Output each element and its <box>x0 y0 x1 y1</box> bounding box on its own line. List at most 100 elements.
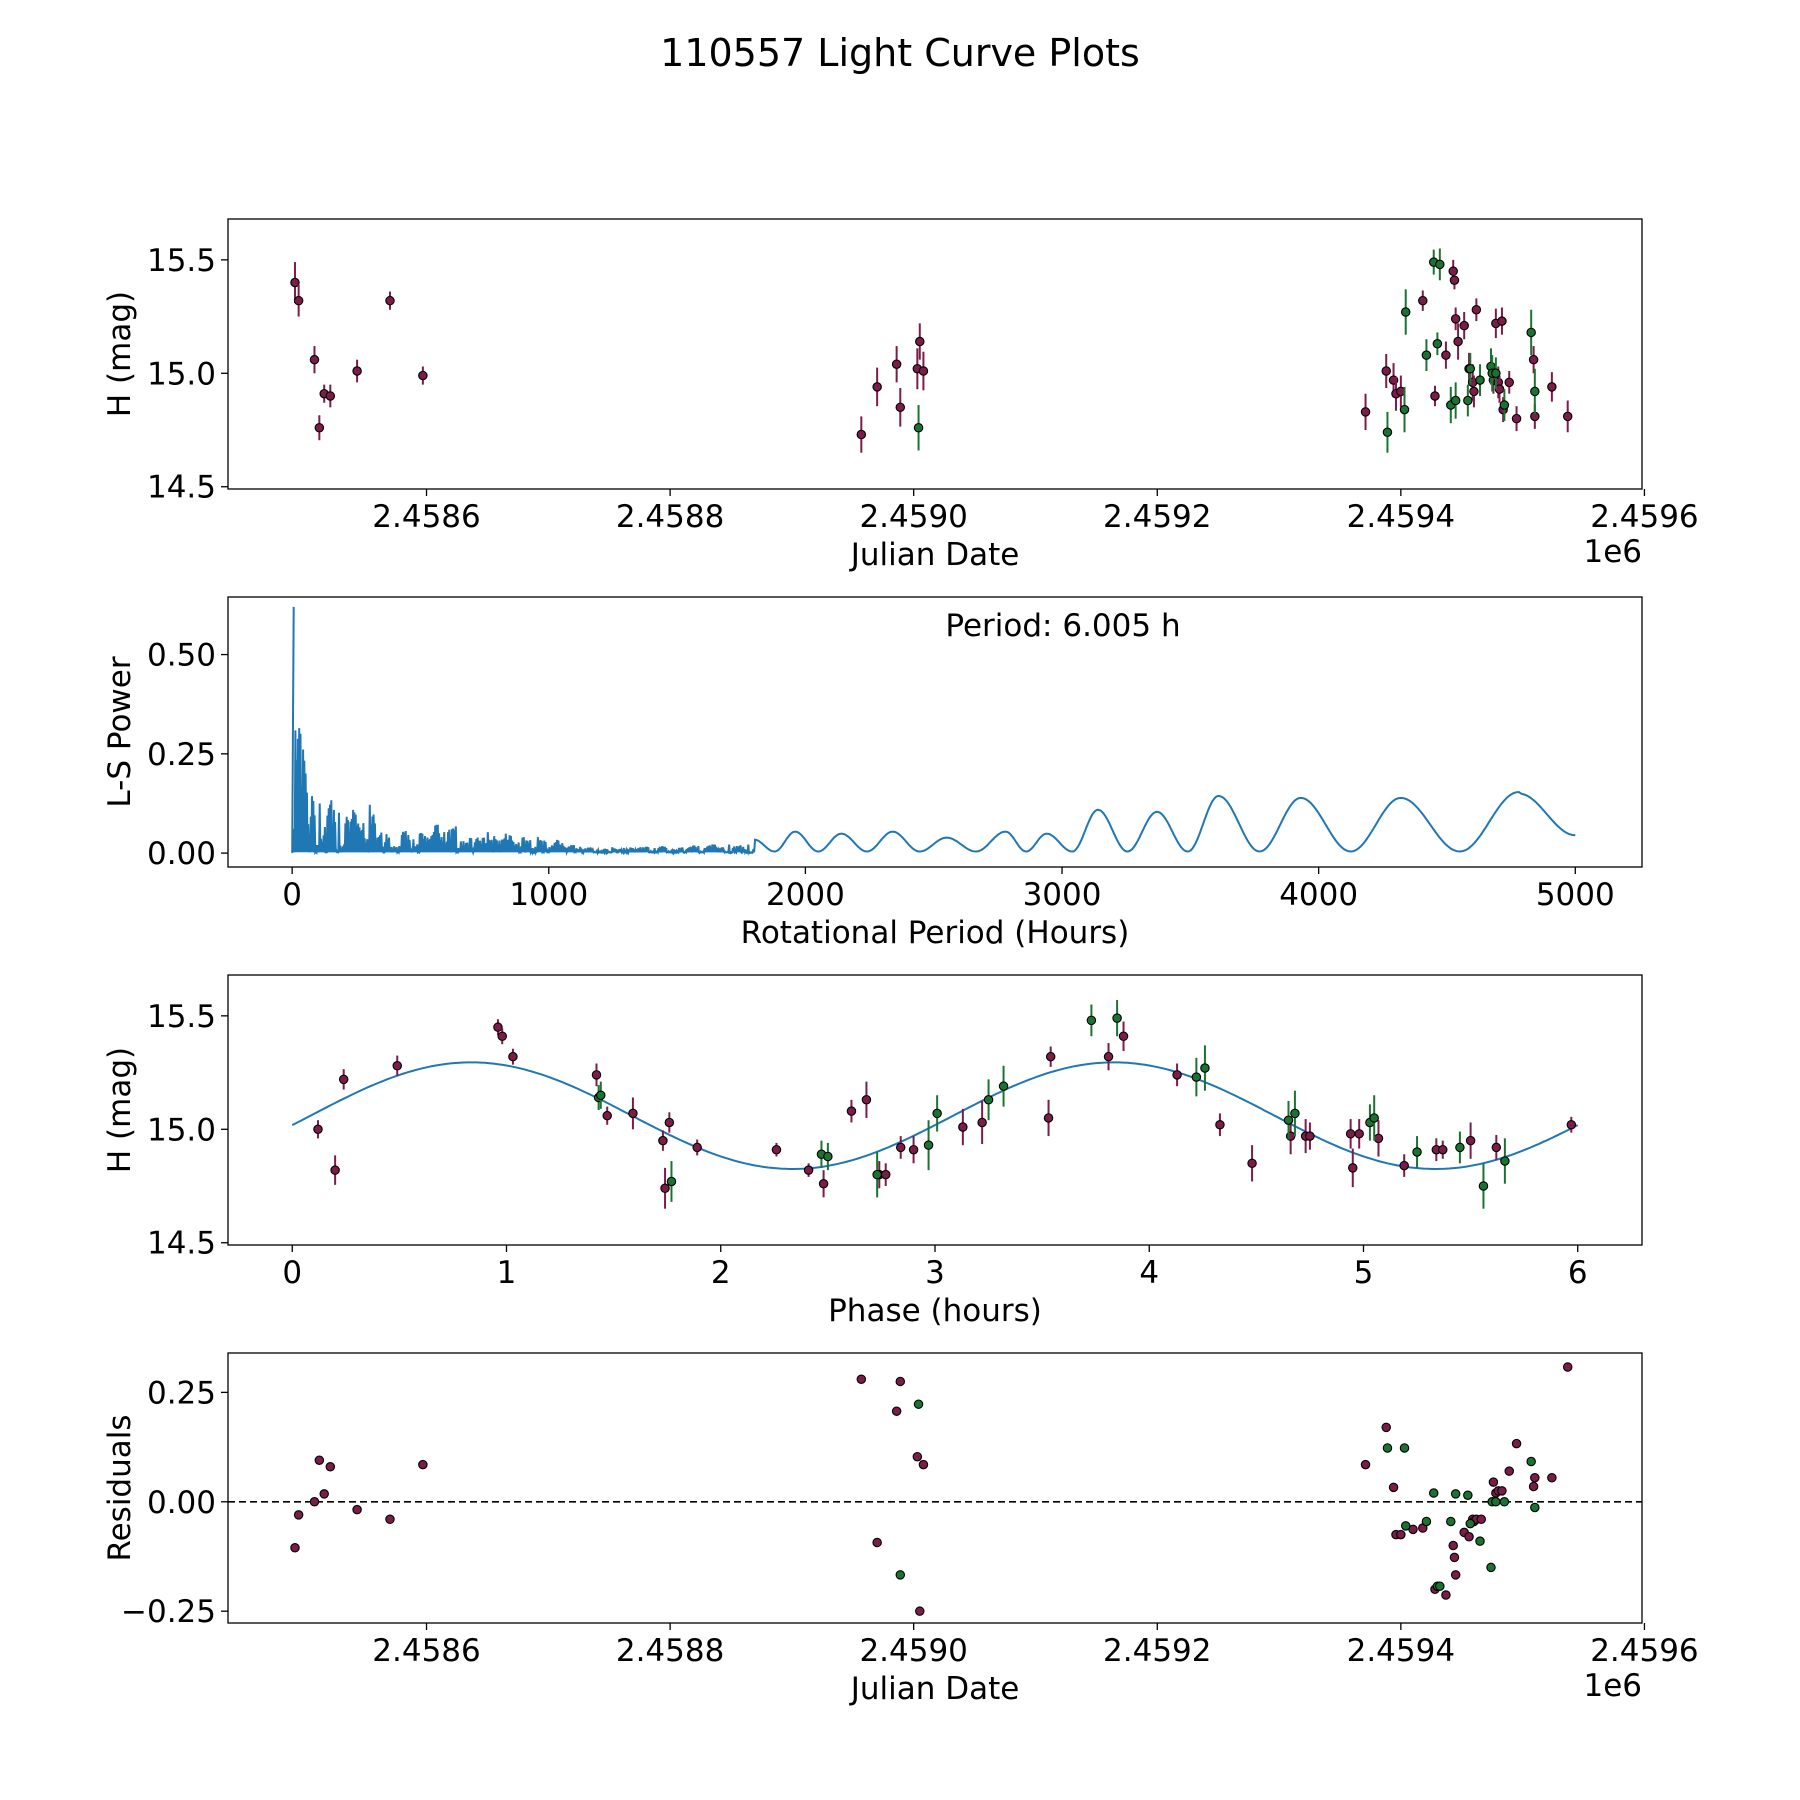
data-point <box>1478 1181 1489 1191</box>
data-point <box>1381 1422 1391 1433</box>
data-point <box>923 1140 934 1150</box>
x-tick-label: 2.4594 <box>1347 499 1455 535</box>
y-tick-label: 0.00 <box>147 1485 216 1521</box>
periodogram-line <box>291 606 1576 857</box>
data-point <box>385 1514 395 1525</box>
plot-area-residuals <box>228 1362 1642 1616</box>
data-point <box>1369 1113 1379 1123</box>
x-tick-label: 2.4594 <box>1347 1633 1455 1669</box>
data-point <box>908 1144 919 1155</box>
x-tick-label: 2.4588 <box>616 1633 724 1669</box>
data-point <box>1360 1459 1371 1470</box>
data-point <box>1396 1529 1406 1540</box>
data-point <box>1112 1013 1122 1023</box>
data-point <box>418 370 428 381</box>
x-axis-label: Rotational Period (Hours) <box>741 915 1130 951</box>
data-point <box>846 1106 857 1116</box>
y-tick-label: 15.0 <box>147 356 216 392</box>
data-point <box>1499 1497 1510 1507</box>
x-tick-label: 5000 <box>1536 877 1615 913</box>
data-point <box>508 1051 518 1062</box>
data-point <box>1471 305 1482 315</box>
data-point <box>1399 1443 1410 1453</box>
data-point <box>1283 1115 1294 1125</box>
y-tick-label: 15.5 <box>147 243 216 279</box>
data-point <box>325 1462 336 1472</box>
data-point <box>290 277 300 288</box>
data-point <box>314 422 325 433</box>
x-offset-label: 1e6 <box>1583 534 1642 570</box>
data-point <box>872 1537 882 1548</box>
x-tick-label: 5 <box>1354 1255 1374 1291</box>
x-tick-label: 0 <box>282 1255 302 1291</box>
data-point <box>290 1542 300 1553</box>
series-r <box>313 1019 1577 1209</box>
data-point <box>1247 1158 1257 1169</box>
plot-area-phased <box>291 999 1579 1209</box>
x-tick-label: 3000 <box>1023 877 1102 913</box>
data-point <box>1441 350 1451 360</box>
data-point <box>1562 1362 1573 1372</box>
panels: 2.4586 2.4588 2.4590 2.4592 2.4594 2.4596 14.5… <box>102 218 1699 1707</box>
plot-frame <box>227 218 1643 490</box>
data-point <box>1360 407 1371 417</box>
data-point <box>1463 1490 1473 1500</box>
panel-residuals: 2.4586 2.4588 2.4590 2.4592 2.4594 2.4596 −0.2… <box>102 1352 1699 1707</box>
data-point <box>660 1183 670 1194</box>
data-point <box>1526 1456 1536 1467</box>
data-point <box>293 1510 304 1520</box>
series-g <box>593 999 1510 1209</box>
data-point <box>1290 1108 1300 1119</box>
data-point <box>392 1061 403 1071</box>
data-point <box>1412 1147 1422 1157</box>
panel-phased: 0 1 2 3 4 5 6 14.5 15.0 15.5 Phase (hours) H (mag) <box>102 974 1643 1329</box>
data-point <box>891 359 902 369</box>
y-tick-label: 14.5 <box>147 1226 216 1262</box>
data-point <box>1491 1142 1502 1153</box>
data-point <box>912 1451 923 1462</box>
data-point <box>1381 366 1391 376</box>
data-point <box>1530 1502 1540 1513</box>
data-point <box>1463 395 1473 406</box>
data-point <box>313 1124 323 1135</box>
data-point <box>1432 339 1443 349</box>
data-point <box>1500 1156 1510 1166</box>
x-tick-label: 2.4592 <box>1103 1633 1211 1669</box>
data-point <box>1421 350 1432 360</box>
data-point <box>1400 1521 1411 1531</box>
panel-periodogram: Period: 6.005 h 0 1000 2000 3000 4000 5000 0.00… <box>102 596 1643 951</box>
data-point <box>1450 1489 1461 1499</box>
data-point <box>1491 368 1501 379</box>
x-tick-label: 6 <box>1568 1255 1588 1291</box>
data-point <box>771 1144 782 1155</box>
y-tick-label: 15.5 <box>147 999 216 1035</box>
data-point <box>1388 1482 1399 1493</box>
data-point <box>913 1399 924 1409</box>
data-point <box>352 1504 362 1515</box>
data-point <box>1530 1472 1540 1483</box>
series-g <box>895 1399 1540 1591</box>
data-point <box>1399 1160 1409 1171</box>
plot-frame <box>227 974 1643 1246</box>
fit-curve <box>291 1061 1579 1170</box>
data-point <box>1215 1119 1225 1130</box>
data-point <box>1348 1163 1358 1173</box>
x-tick-label: 2 <box>711 1255 731 1291</box>
x-tick-label: 2000 <box>766 877 845 913</box>
data-point <box>293 295 304 306</box>
data-point <box>983 1095 994 1105</box>
data-point <box>658 1135 668 1146</box>
data-point <box>998 1081 1009 1091</box>
y-tick-label: 0.25 <box>147 1375 216 1411</box>
data-point <box>1441 1590 1451 1600</box>
x-axis-label: Julian Date <box>849 1671 1020 1707</box>
data-point <box>1528 1481 1539 1492</box>
panel-lightcurve: 2.4586 2.4588 2.4590 2.4592 2.4594 2.4596 14.5… <box>102 218 1699 573</box>
y-tick-label: 0.00 <box>147 836 216 872</box>
data-point <box>1475 1536 1485 1546</box>
x-tick-label: 4 <box>1139 1255 1159 1291</box>
data-point <box>1566 1119 1577 1130</box>
x-tick-label: 2.4590 <box>859 499 967 535</box>
data-point <box>1382 1443 1393 1453</box>
